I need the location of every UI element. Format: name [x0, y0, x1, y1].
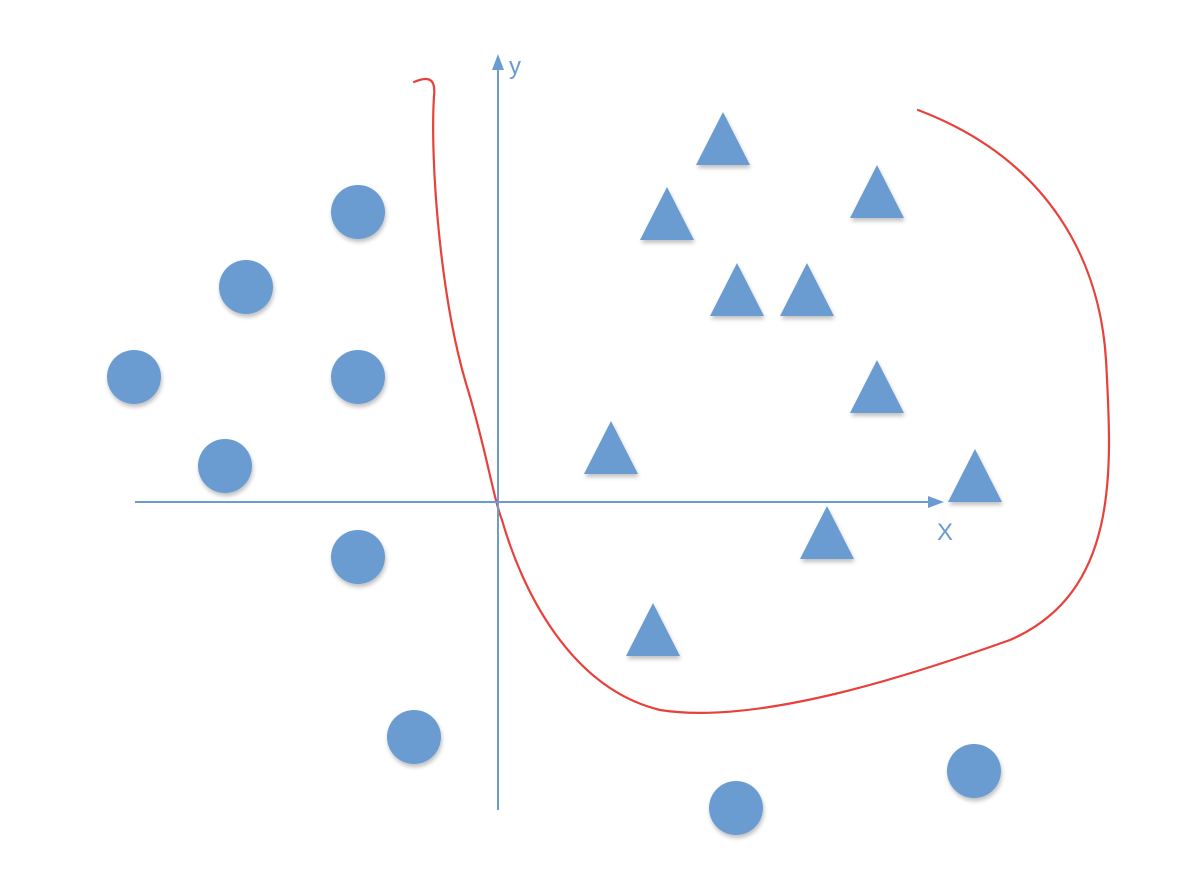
y-axis-label: y [509, 53, 521, 80]
triangle-marker [626, 603, 680, 656]
circle-marker [387, 710, 441, 764]
x-axis-label: X [937, 519, 953, 546]
circle-marker [331, 530, 385, 584]
triangle-markers [584, 112, 1002, 656]
circle-marker [198, 439, 252, 493]
y-axis-arrow-icon [492, 54, 504, 70]
circle-marker [219, 260, 273, 314]
triangle-marker [850, 360, 904, 413]
circle-marker [709, 781, 763, 835]
triangle-marker [948, 449, 1002, 502]
decision-boundary-curve [412, 77, 1111, 714]
triangle-marker [800, 506, 854, 559]
circle-marker [947, 744, 1001, 798]
triangle-marker [710, 263, 764, 316]
axes: X y [135, 53, 953, 810]
triangle-marker [850, 165, 904, 218]
circle-markers [107, 185, 1001, 835]
circle-marker [331, 185, 385, 239]
circle-marker [331, 350, 385, 404]
circle-marker [107, 350, 161, 404]
triangle-marker [696, 112, 750, 165]
triangle-marker [640, 187, 694, 240]
x-axis-arrow-icon [928, 496, 944, 508]
triangle-marker [780, 263, 834, 316]
triangle-marker [584, 421, 638, 474]
